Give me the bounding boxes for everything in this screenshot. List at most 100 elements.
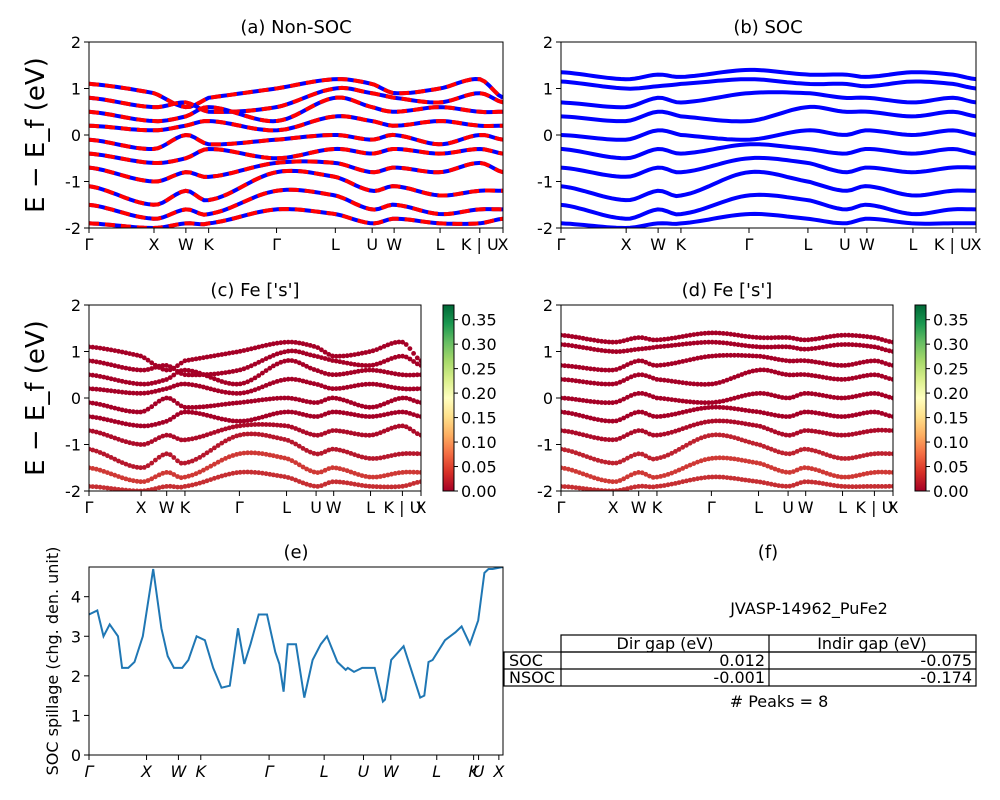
band-point [853, 393, 859, 399]
band-point [691, 356, 697, 362]
x-tick-label: L [282, 498, 291, 517]
band-point [709, 432, 715, 438]
band-point [396, 354, 402, 359]
band-point [293, 396, 298, 402]
band-point [577, 397, 582, 403]
band-point [164, 377, 169, 382]
band-point [658, 414, 663, 419]
band-point [584, 414, 590, 420]
band-point [230, 400, 236, 406]
band-point [326, 466, 332, 471]
band-point [337, 479, 343, 485]
table-header-dir-gap: Dir gap (eV) [617, 634, 714, 653]
band-point [831, 395, 837, 400]
band-point [757, 442, 763, 448]
x-tick-label: U [839, 235, 851, 254]
colorbar-tick-label: 0.15 [933, 409, 969, 428]
band-point [352, 383, 357, 389]
band-point [632, 470, 638, 476]
band-point [263, 368, 269, 373]
x-tick-label: L [331, 235, 340, 254]
band-point [352, 401, 357, 407]
band-point [282, 395, 287, 401]
band-point [138, 423, 144, 429]
band-point [809, 479, 815, 485]
band-point [234, 423, 240, 429]
band-point [835, 474, 841, 479]
band-point [602, 367, 608, 373]
band-point [363, 414, 369, 419]
band-point [853, 473, 859, 479]
band-point [307, 449, 313, 455]
band-point [883, 412, 888, 417]
band-point [794, 411, 800, 417]
band-point [886, 376, 892, 381]
band-point [282, 339, 287, 345]
band-point [389, 356, 394, 361]
band-point [569, 334, 575, 339]
band-point [595, 367, 601, 372]
table-cell: -0.174 [920, 668, 972, 687]
band-point [123, 390, 129, 395]
band-point [315, 345, 321, 350]
band-point [673, 481, 678, 486]
band-point [787, 335, 793, 341]
band-point [164, 432, 169, 438]
band-point [584, 379, 590, 385]
band-point [772, 335, 778, 340]
band-point [363, 381, 369, 387]
band-point [779, 413, 785, 419]
band-point [400, 451, 405, 457]
band-point [149, 460, 155, 466]
band-point [743, 353, 748, 358]
band-point [702, 382, 708, 387]
band-point [717, 418, 722, 424]
band-point [153, 457, 158, 463]
band-point [890, 451, 893, 457]
band-point [141, 465, 147, 470]
band-point [293, 359, 298, 364]
band-point [569, 364, 575, 369]
band-point [562, 342, 568, 348]
band-point [160, 387, 166, 392]
band-point [661, 336, 667, 342]
band-point [680, 341, 686, 347]
band-point [182, 372, 188, 378]
band-point [765, 344, 770, 350]
peaks-count: # Peaks = 8 [730, 692, 829, 711]
band-point [617, 459, 623, 465]
band-point [123, 439, 129, 445]
band-point [610, 349, 615, 354]
band-point [296, 349, 302, 355]
band-point [153, 364, 158, 370]
band-point [798, 346, 804, 352]
band-point [831, 376, 837, 382]
band-point [791, 413, 796, 418]
band-point [684, 380, 689, 386]
band-point [267, 342, 273, 347]
band-point [706, 474, 711, 480]
band-point [237, 390, 243, 396]
band-point [658, 483, 663, 489]
band-point [602, 488, 608, 491]
band-point [392, 371, 398, 377]
band-point [389, 425, 394, 431]
band-point [717, 399, 722, 405]
band-point [757, 353, 763, 359]
band-point [687, 477, 693, 483]
band-point [580, 471, 586, 477]
band-point [333, 395, 339, 401]
x-tick-label: L [803, 235, 812, 254]
band-point [271, 380, 276, 385]
band-point [141, 408, 147, 414]
band-point [403, 483, 409, 488]
band-point [739, 457, 745, 463]
band-point [274, 454, 280, 459]
x-tick-label: L [436, 235, 445, 254]
band-point [824, 412, 829, 418]
band-point [396, 385, 402, 391]
band-point [400, 395, 405, 401]
band-point [285, 475, 291, 480]
band-point [595, 347, 601, 353]
